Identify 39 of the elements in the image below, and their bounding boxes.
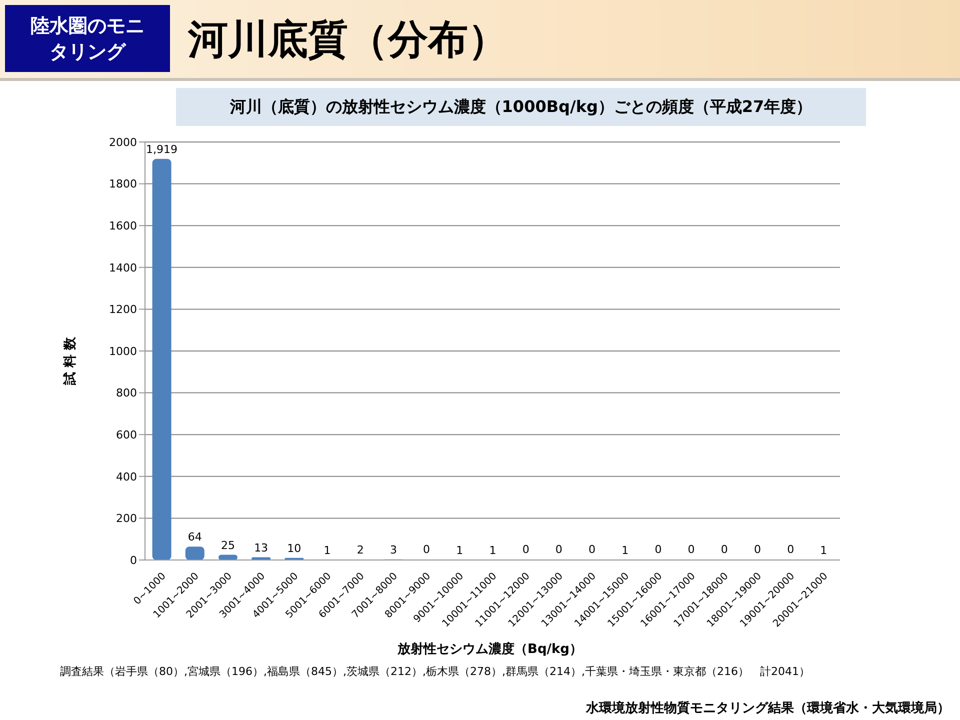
data-label: 0 [522, 543, 530, 556]
data-label: 0 [754, 543, 761, 556]
data-label: 10 [287, 542, 302, 555]
data-label: 3 [390, 543, 397, 556]
y-tick-label: 200 [116, 512, 137, 526]
y-tick-label: 1400 [109, 261, 137, 274]
data-label: 1 [820, 544, 828, 557]
y-tick-label: 0 [130, 554, 137, 567]
data-label: 25 [220, 538, 235, 552]
data-label: 1,919 [146, 142, 178, 156]
text: 調査結果（岩手県（80）,宮城県（196）,福島県（845）,茨城県（212）,栃木県（278）,群馬県（214）,千葉県・埼玉県・東京都（216） 計2041） [60, 664, 810, 679]
data-label: 1 [489, 544, 496, 557]
data-label: 13 [254, 541, 268, 554]
chart-title: 河川底質（分布） [188, 16, 508, 65]
data-label: 0 [787, 543, 794, 556]
y-tick-label: 1000 [109, 344, 137, 358]
y-tick-label: 400 [116, 470, 137, 484]
y-axis-title: 試 料 数 [62, 336, 79, 388]
data-label: 0 [588, 543, 596, 556]
text: 陸水圏のモニタリング [30, 14, 146, 64]
text: 水環境放射性物質モニタリング結果（環境省水・大気環境局） [586, 700, 950, 717]
chart-subtitle: 河川（底質）の放射性セシウム濃度（1000Bq/kg）ごとの頻度（平成27年度） [176, 88, 866, 126]
data-label: 0 [423, 543, 430, 556]
y-tick-label: 1600 [109, 220, 137, 233]
y-tick-label: 1800 [109, 178, 137, 191]
data-label: 0 [555, 543, 562, 556]
data-label: 0 [688, 543, 695, 556]
data-label: 2 [356, 544, 364, 557]
y-tick-label: 600 [116, 428, 137, 442]
data-label: 1 [324, 544, 331, 557]
data-label: 1 [622, 544, 629, 557]
x-axis-title: 放射性セシウム濃度（Bq/kg） [396, 640, 584, 658]
data-label: 64 [188, 530, 202, 544]
data-label: 0 [654, 543, 662, 556]
data-label: 0 [720, 543, 728, 556]
y-tick-label: 1200 [109, 303, 137, 316]
y-tick-label: 2000 [109, 136, 137, 149]
data-label: 1 [456, 544, 464, 557]
y-tick-label: 800 [116, 386, 137, 400]
